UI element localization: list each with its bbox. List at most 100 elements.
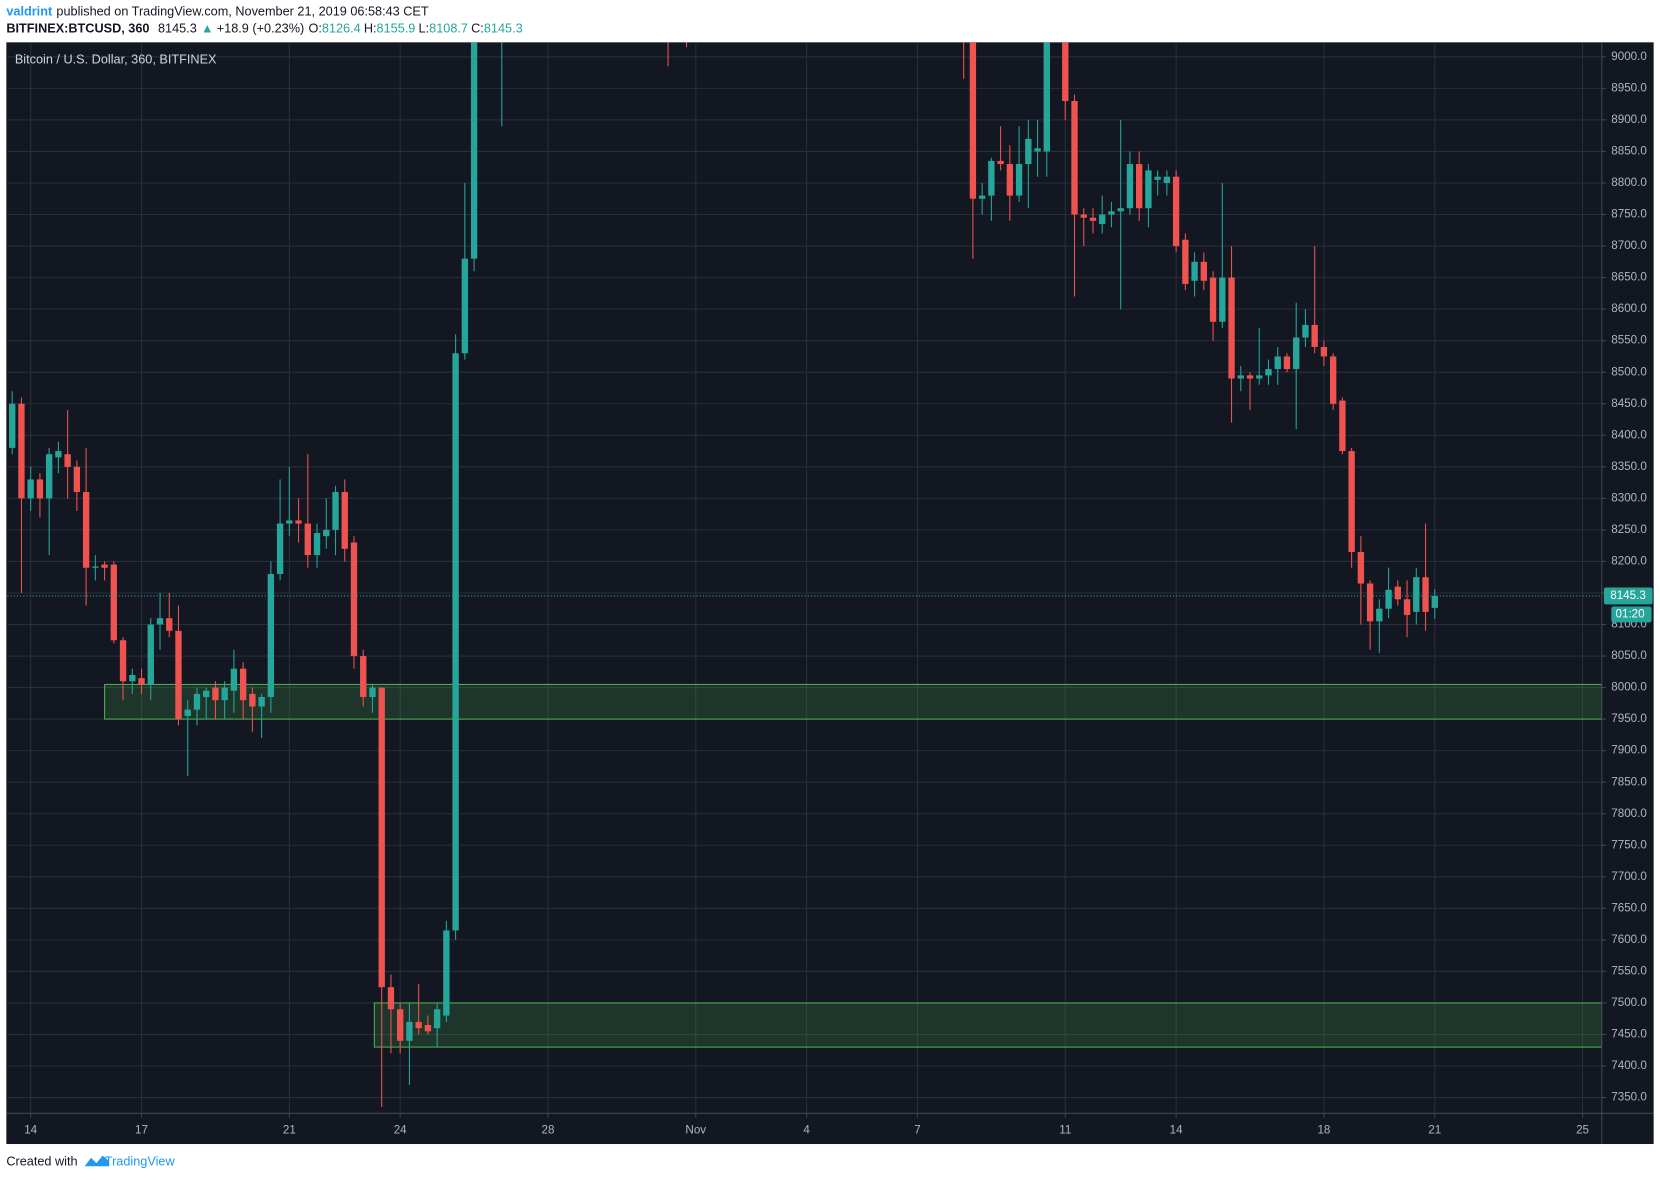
x-tick-label: 11 [1059,1123,1071,1136]
candle-body [1431,595,1438,608]
y-tick-label: 7800.0 [1611,807,1647,820]
y-tick-label: 8300.0 [1611,491,1647,504]
candle-body [258,697,265,707]
candle-body [1025,138,1032,165]
candle-body [1311,324,1318,347]
candle-body [1062,42,1069,101]
y-tick-label: 8600.0 [1611,302,1647,315]
candle-body [415,1021,422,1029]
grid [7,42,1602,1114]
candle-body [1163,176,1171,183]
candle-body [1219,277,1226,322]
candle-body [997,160,1004,165]
logo [84,1155,110,1167]
x-tick-label: 21 [1428,1123,1441,1136]
candle-body [1080,214,1087,218]
candle-body [1126,164,1134,209]
candle-body [1099,214,1106,224]
author[interactable]: valdrint [6,5,53,19]
y-tick-label: 8700.0 [1611,239,1647,252]
y-tick-label: 8800.0 [1611,176,1647,189]
candle-body [1034,148,1041,152]
symbol: BITFINEX:BTCUSD, 360 [6,22,149,36]
candle-body [461,258,469,354]
x-tick-label: 7 [914,1123,920,1136]
candle-body [1071,100,1078,215]
candle-body [1015,164,1023,196]
y-tick-label: 7450.0 [1611,1028,1647,1041]
candle-body [1043,42,1050,152]
y-tick-label: 8000.0 [1611,681,1647,694]
candle-body [45,454,53,499]
arrow: ▲ [201,22,214,36]
candle-body [230,668,238,691]
y-tick-label: 8900.0 [1611,113,1647,126]
candle-body [1366,583,1374,622]
candle-body [1274,356,1281,370]
x-tick-label: 24 [394,1123,407,1136]
candle-body [203,690,210,698]
candle-body [119,640,127,682]
candle-body [221,687,228,701]
candle-body [1339,400,1346,452]
candles [9,42,1438,1108]
candle-body [433,1009,441,1029]
candle-body [323,529,330,537]
candle-body [276,523,284,575]
candle-body [166,618,173,631]
candle-body [452,353,459,931]
candle-body [1228,277,1235,379]
x-tick-label: 28 [542,1123,555,1136]
candle-body [175,630,182,720]
candle-body [286,520,293,524]
c-value: 8145.3 [484,22,523,36]
y-tick-label: 7950.0 [1611,712,1647,725]
candle-body [64,454,71,467]
candle-body [36,479,44,499]
candle-body [313,533,321,556]
support-zone [104,683,1602,720]
candle-body [1385,589,1392,609]
candle-body [156,618,164,625]
x-tick-label: 21 [283,1123,296,1136]
candle-body [360,656,367,698]
candle-body [1394,586,1401,600]
y-tick-label: 7700.0 [1611,870,1647,883]
y-tick-label: 8850.0 [1611,145,1647,158]
countdown-box [1611,606,1652,623]
y-tick-label: 8400.0 [1611,428,1647,441]
candle-body [304,523,311,556]
candle-body [1293,337,1300,370]
candle-body [369,687,376,698]
candle-body [249,693,256,707]
y-tick-label: 7500.0 [1611,996,1647,1009]
o-label: O: [308,22,321,36]
candle-body [27,479,34,499]
footer-brand[interactable]: TradingView [105,1154,176,1168]
y-tick-label: 7900.0 [1611,744,1647,757]
y-tick-label: 7350.0 [1611,1091,1647,1104]
price-label: 8145.3 [1610,589,1646,602]
candle-body [1089,217,1097,221]
y-tick-label: 8050.0 [1611,649,1647,662]
candle-body [147,624,154,685]
candle-body [1154,176,1161,180]
candle-body [1191,261,1198,281]
h-label: H: [364,22,377,36]
candle-body [212,687,219,701]
header-line1: valdrint published on TradingView.com, No… [6,5,429,19]
y-tick-label: 7600.0 [1611,933,1647,946]
axes: 7350.0 7400.0 7450.0 7500.0 7550.0 7600.0 7650… [24,50,1647,1136]
candle-body [1237,375,1244,379]
candle-body [1348,451,1355,552]
candle-body [73,466,81,493]
candle-body [969,42,977,199]
l-label: L: [419,22,430,36]
candle-body [1283,356,1291,370]
candle-body [184,709,191,716]
candle-body [1265,369,1272,376]
y-tick-label: 8650.0 [1611,271,1647,284]
price-label-box [1603,587,1653,605]
